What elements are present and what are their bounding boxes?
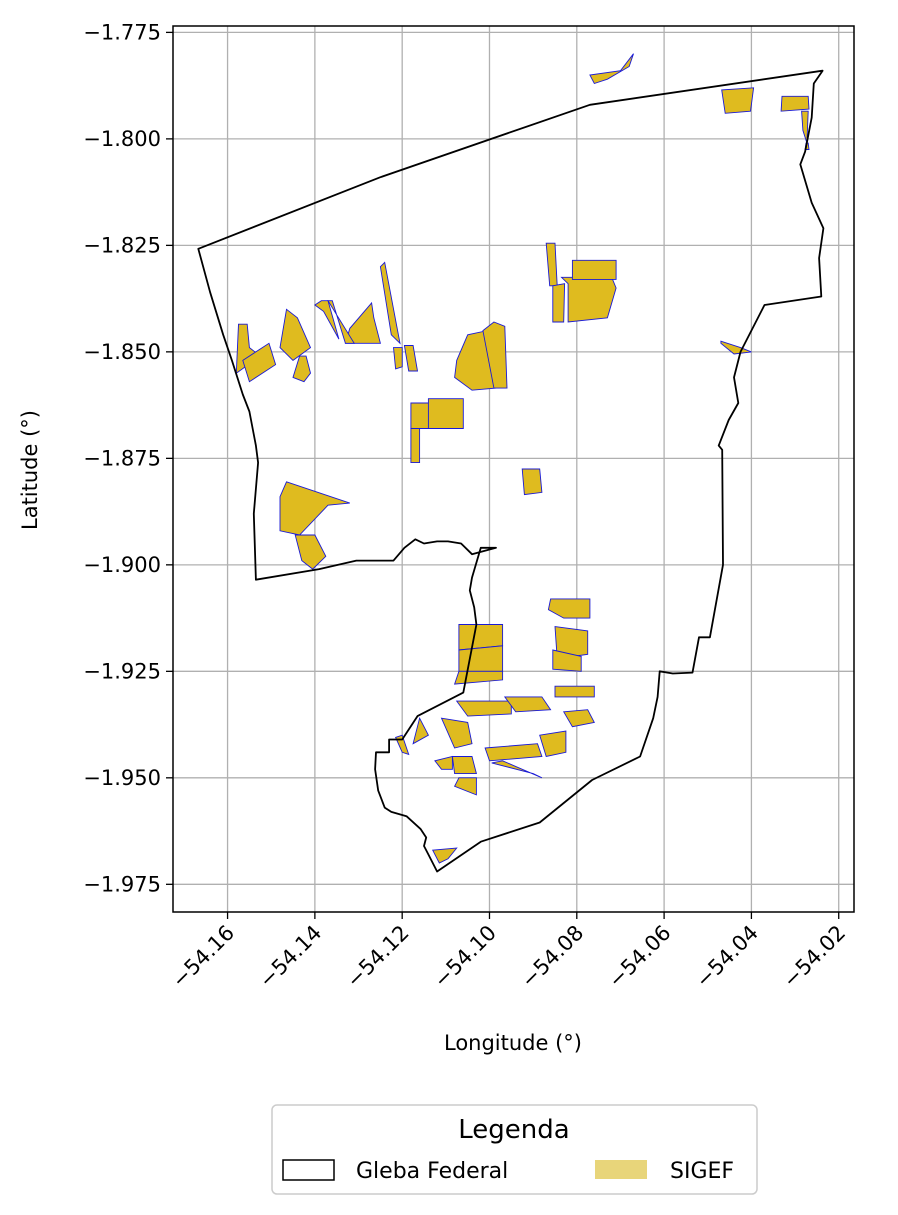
sigef-parcel-27 <box>547 598 591 619</box>
grid-lines <box>173 26 854 912</box>
sigef-parcel-10 <box>344 301 381 344</box>
sigef-parcel-28 <box>554 626 589 660</box>
gleba-federal-layer <box>197 69 825 873</box>
sigef-parcel-43 <box>453 777 477 796</box>
legend-label-gleba-federal: Gleba Federal <box>356 1159 508 1184</box>
y-tick-label-8: −1.975 <box>83 872 161 896</box>
sigef-parcel-34 <box>455 700 512 717</box>
sigef-parcel-40 <box>451 756 477 775</box>
sigef-parcel-13 <box>279 308 312 361</box>
sigef-parcel-46 <box>431 847 458 864</box>
sigef-parcel-8 <box>571 259 617 280</box>
sigef-parcel-14 <box>292 355 311 383</box>
y-tick-label-2: −1.825 <box>83 233 161 257</box>
sigef-parcel-1 <box>721 87 755 114</box>
y-tick-label-0: −1.775 <box>83 20 161 44</box>
legend-swatch-sigef <box>595 1160 647 1179</box>
sigef-parcel-0 <box>589 53 634 85</box>
x-axis-label: Longitude (°) <box>444 1031 582 1055</box>
sigef-parcel-12 <box>314 300 340 340</box>
sigef-parcel-2 <box>780 95 810 112</box>
sigef-parcel-45 <box>412 716 430 745</box>
sigef-parcel-33 <box>554 685 595 698</box>
sigef-parcel-17 <box>393 347 403 370</box>
gleba-federal-boundary <box>197 69 825 873</box>
y-tick-label-1: −1.800 <box>83 127 161 151</box>
sigef-parcel-47 <box>720 340 752 355</box>
sigef-parcel-16 <box>242 342 277 383</box>
legend: Legenda Gleba Federal SIGEF <box>271 1104 758 1195</box>
sigef-parcel-31 <box>458 645 504 672</box>
sigef-parcel-26 <box>294 534 327 570</box>
sigef-parcel-35 <box>503 696 552 713</box>
sigef-parcel-11 <box>327 300 356 344</box>
legend-label-sigef: SIGEF <box>670 1159 734 1184</box>
sigef-parcel-38 <box>484 743 543 762</box>
sigef-parcel-6 <box>552 283 566 323</box>
sigef-parcel-24 <box>521 468 543 496</box>
sigef-parcel-7 <box>560 276 617 323</box>
y-tick-label-4: −1.875 <box>83 446 161 470</box>
y-axis-label: Latitude (°) <box>18 410 42 530</box>
y-axis-ticks: −1.775 −1.800 −1.825 −1.850 −1.875 −1.900 −1.9… <box>83 20 173 896</box>
legend-title: Legenda <box>458 1115 569 1145</box>
y-tick-label-3: −1.850 <box>83 340 161 364</box>
map-axes-frame <box>172 25 855 913</box>
legend-swatch-gleba-federal <box>282 1159 335 1181</box>
sigef-parcel-9 <box>379 261 401 345</box>
sigef-parcel-37 <box>440 717 473 749</box>
sigef-parcel-39 <box>539 730 567 758</box>
y-tick-label-7: −1.950 <box>83 766 161 790</box>
sigef-parcel-22 <box>427 398 464 429</box>
y-tick-label-6: −1.925 <box>83 659 161 683</box>
sigef-parcel-42 <box>491 760 543 779</box>
sigef-parcel-23 <box>410 428 421 464</box>
sigef-parcel-41 <box>434 755 453 770</box>
sigef-parcel-15 <box>235 323 262 375</box>
y-tick-label-5: −1.900 <box>83 553 161 577</box>
sigef-parcel-29 <box>552 649 582 672</box>
sigef-parcel-36 <box>562 709 595 728</box>
sigef-parcel-20 <box>482 321 508 389</box>
sigef-parcels-layer <box>235 53 810 864</box>
sigef-parcel-18 <box>403 345 419 372</box>
